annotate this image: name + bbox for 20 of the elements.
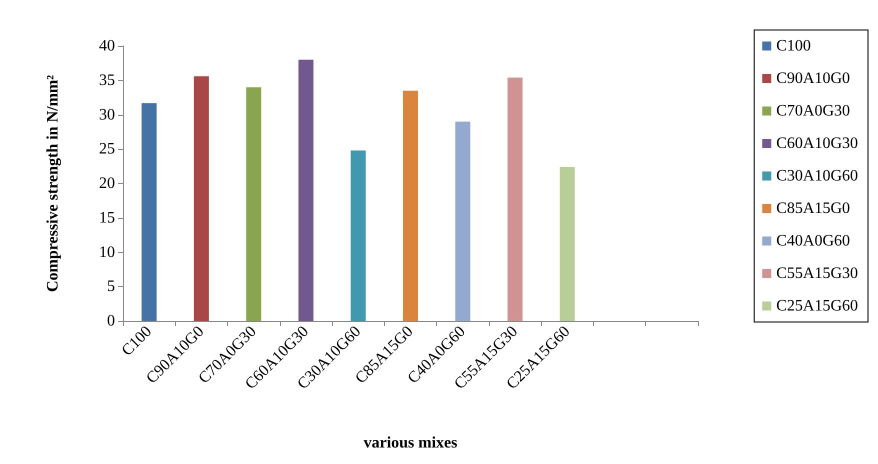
x-axis-title: various mixes <box>364 434 458 452</box>
y-tick-label: 5 <box>107 278 115 296</box>
legend-label: C30A10G60 <box>776 168 858 184</box>
y-tick-label: 0 <box>107 312 115 330</box>
y-tick-label: 10 <box>99 244 115 261</box>
y-tick-label: 15 <box>99 209 115 226</box>
legend-label: C85A15G0 <box>776 200 850 217</box>
y-tick-label: 30 <box>99 106 115 124</box>
legend-label: C90A10G0 <box>776 70 850 87</box>
y-axis-title: Compressive strength in N/mm² <box>44 74 62 292</box>
legend-label: C40A0G60 <box>776 232 850 250</box>
legend-label: C55A15G30 <box>776 265 858 282</box>
y-tick-label: 40 <box>99 38 115 54</box>
legend-label: C60A10G30 <box>776 135 858 152</box>
legend-label: C70A0G30 <box>776 102 850 120</box>
y-tick-label: 25 <box>99 140 115 158</box>
y-tick-label: 35 <box>99 72 115 89</box>
legend-label: C100 <box>776 38 811 54</box>
legend-label: C25A15G60 <box>776 298 858 314</box>
y-tick-label: 20 <box>99 175 115 192</box>
